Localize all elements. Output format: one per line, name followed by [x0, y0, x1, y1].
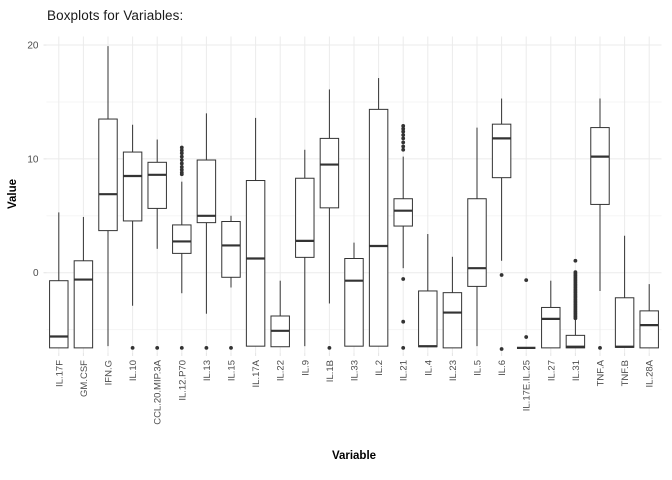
- outlier-IL.21: [401, 147, 406, 152]
- outlier-IL.15: [229, 345, 233, 350]
- outlier-IL.21: [401, 129, 406, 134]
- outlier-IL.12.P70: [179, 151, 184, 156]
- outlier-TNF.A: [598, 345, 602, 350]
- x-tick-label: IL.31: [571, 360, 582, 381]
- x-tick-label: IL.22: [276, 360, 287, 381]
- outlier-IL.12.P70: [179, 145, 184, 150]
- x-tick-label: IL.17E.IL.25: [522, 360, 533, 411]
- x-tick-label: IL.21: [399, 360, 410, 381]
- box-IL.33: [344, 258, 364, 347]
- box-GM.CSF: [73, 260, 94, 349]
- outlier-IL.21: [401, 277, 406, 281]
- outlier-IL.12.P70: [179, 148, 184, 153]
- x-tick-label: TNF.A: [596, 359, 607, 386]
- outlier-IL.6: [499, 347, 504, 351]
- x-tick-label: IL.28A: [645, 359, 656, 387]
- x-tick-label: IL.23: [448, 360, 459, 381]
- box-IL.13: [196, 159, 217, 224]
- outlier-IL.1B: [327, 345, 332, 350]
- box-TNF.A: [590, 127, 610, 205]
- x-tick-label: IL.1B: [325, 360, 336, 382]
- outlier-IL.17E.IL.25: [524, 278, 529, 283]
- y-axis-title: Value: [7, 178, 19, 210]
- x-tick-label: IL.17F: [54, 360, 65, 387]
- outlier-IL.12.P70: [179, 172, 184, 177]
- box-IFN.G: [98, 118, 118, 232]
- chart-title: Boxplots for Variables:: [47, 8, 184, 23]
- box-IL.27: [541, 306, 561, 349]
- x-tick-label: IFN.G: [104, 360, 115, 385]
- y-tick-label: 10: [27, 154, 39, 165]
- outlier-IL.21: [401, 123, 406, 128]
- box-IL.21: [393, 198, 413, 227]
- box-IL.4: [418, 290, 438, 348]
- x-tick-label: IL.27: [546, 360, 557, 381]
- box-IL.10: [122, 151, 143, 222]
- x-tick-label: IL.6: [497, 360, 508, 376]
- box-IL.12.P70: [172, 224, 192, 254]
- x-tick-label: IL.10: [128, 360, 139, 381]
- x-tick-label: GM.CSF: [79, 360, 90, 397]
- box-IL.15: [221, 221, 241, 278]
- outlier-IL.12.P70: [179, 345, 184, 350]
- outlier-IL.21: [401, 140, 406, 145]
- outlier-IL.13: [204, 345, 209, 350]
- outlier-IL.10: [130, 345, 135, 350]
- box-IL.1B: [319, 137, 340, 209]
- box-CCL.20.MIP.3A: [147, 161, 167, 209]
- outlier-IL.31: [573, 258, 578, 263]
- x-tick-label: IL.13: [202, 360, 213, 381]
- x-tick-label: IL.12.P70: [177, 360, 188, 401]
- box-IL.28A: [639, 310, 659, 349]
- box-IL.17F: [49, 280, 69, 349]
- x-tick-label: CCL.20.MIP.3A: [153, 359, 164, 424]
- box-IL.23: [442, 292, 463, 349]
- x-tick-label: TNF.B: [620, 360, 631, 386]
- outlier-IL.21: [401, 319, 406, 324]
- box-IL.17A: [245, 180, 266, 347]
- outlier-IL.17E.IL.25: [524, 335, 529, 339]
- box-IL.9: [295, 177, 315, 258]
- outlier-IL.12.P70: [179, 161, 184, 166]
- box-IL.6: [491, 123, 512, 179]
- box-IL.31: [565, 334, 586, 349]
- x-tick-label: IL.33: [350, 360, 361, 381]
- x-tick-label: IL.17A: [251, 359, 262, 387]
- box-TNF.B: [614, 297, 635, 348]
- x-tick-label: IL.9: [300, 360, 311, 376]
- outlier-IL.31: [573, 316, 578, 321]
- outlier-IL.21: [401, 133, 406, 137]
- y-tick-label: 0: [33, 268, 39, 279]
- outlier-IL.21: [401, 126, 406, 131]
- box-IL.2: [368, 108, 389, 347]
- outlier-CCL.20.MIP.3A: [155, 345, 160, 350]
- x-tick-label: IL.4: [423, 360, 434, 376]
- x-tick-label: IL.15: [227, 360, 238, 381]
- x-tick-label: IL.2: [374, 360, 385, 376]
- outlier-IL.12.P70: [179, 164, 184, 169]
- box-IL.5: [467, 198, 487, 287]
- outlier-IL.12.P70: [179, 167, 184, 172]
- y-tick-label: 20: [27, 41, 39, 52]
- outlier-IL.21: [401, 136, 406, 141]
- outlier-IL.21: [401, 345, 406, 350]
- outlier-IL.6: [499, 273, 504, 277]
- x-tick-label: IL.5: [473, 360, 484, 376]
- x-axis-title: Variable: [331, 450, 377, 462]
- outlier-IL.21: [401, 144, 406, 149]
- outlier-IL.12.P70: [179, 158, 184, 162]
- outlier-IL.12.P70: [179, 154, 184, 159]
